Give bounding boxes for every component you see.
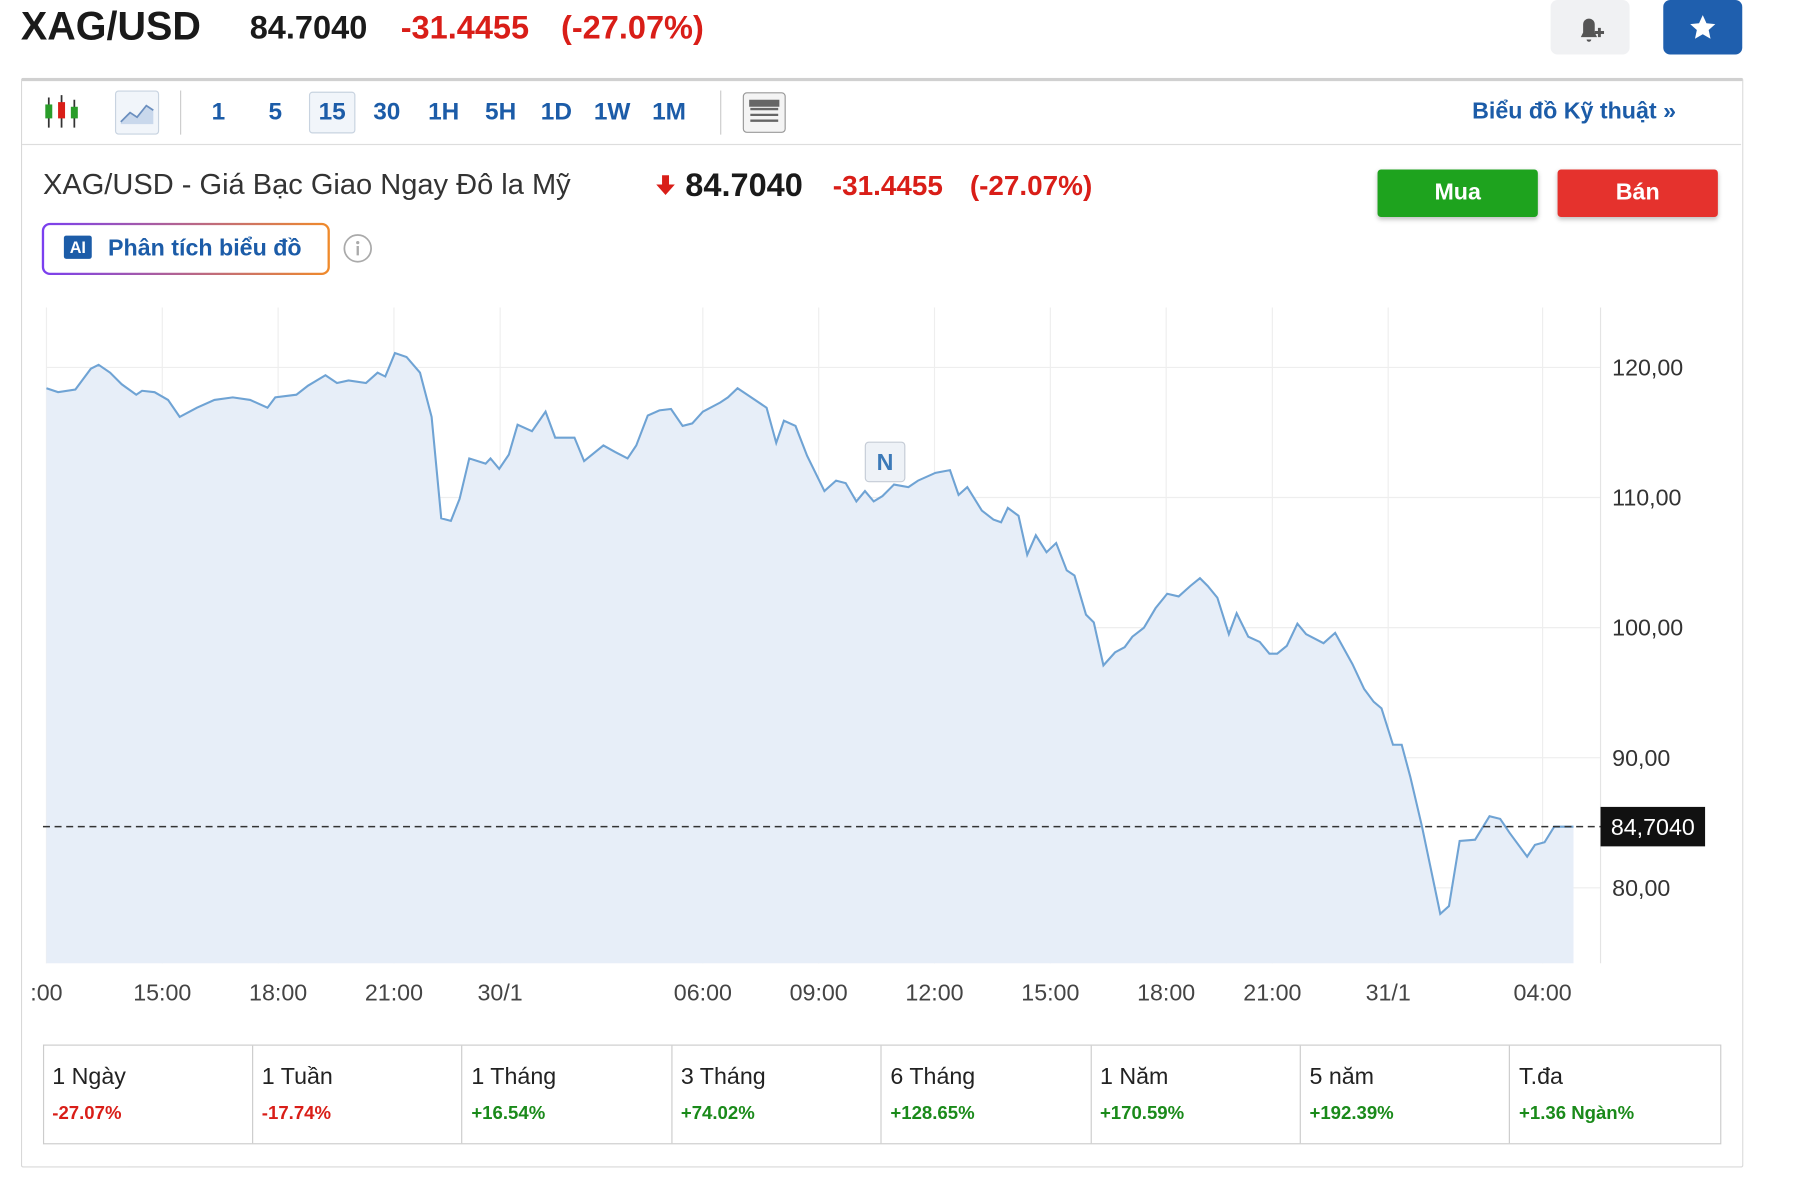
info-icon[interactable]	[343, 233, 373, 263]
x-tick-label: 09:00	[790, 979, 848, 1005]
interval-button[interactable]: 30	[373, 98, 401, 126]
last-price-label: 84,7040	[1611, 814, 1695, 840]
ai-badge: AI	[63, 235, 92, 259]
last-price-box	[1600, 806, 1706, 847]
interval-button[interactable]: 5H	[484, 98, 517, 126]
performance-cell: T.đa +1.36 Ngàn%	[1510, 1046, 1719, 1143]
price: 84.7040	[249, 9, 368, 46]
down-arrow	[656, 175, 675, 195]
change-pct: (-27.07%)	[561, 9, 704, 46]
x-tick-label: 04:00	[1514, 979, 1572, 1005]
period-change: +192.39%	[1309, 1103, 1394, 1124]
period-label: 5 năm	[1309, 1064, 1375, 1090]
interval-button[interactable]: 1D	[540, 98, 572, 126]
candle-icon[interactable]	[42, 93, 81, 132]
ai-analysis-button[interactable]: AI Phân tích biểu đồ	[41, 222, 330, 276]
period-change: -17.74%	[261, 1103, 332, 1124]
star-icon	[1690, 15, 1716, 39]
y-tick-label: 110,00	[1612, 485, 1681, 511]
instrument-name: XAG/USD - Giá Bạc Giao Ngay Đô la Mỹ	[42, 168, 571, 201]
period-change: +1.36 Ngàn%	[1519, 1103, 1635, 1124]
chart-card	[20, 77, 1744, 1168]
news-marker	[864, 441, 906, 483]
performance-cell: 1 Ngày -27.07%	[43, 1045, 254, 1144]
toolbar-divider	[22, 143, 1742, 146]
y-tick-label: 90,00	[1612, 745, 1670, 771]
x-tick-label: 18:00	[249, 979, 307, 1005]
x-tick-label: :00	[30, 979, 62, 1005]
price-area	[46, 353, 1574, 964]
performance-cell: 1 Tháng +16.54%	[462, 1045, 673, 1144]
instrument-change: -31.4455	[832, 170, 943, 202]
x-tick-label: 18:00	[1137, 979, 1195, 1005]
period-label: 1 Tháng	[471, 1064, 557, 1090]
period-change: +128.65%	[890, 1103, 975, 1124]
interval-button[interactable]: 5	[268, 98, 283, 126]
interval-button[interactable]: 1	[211, 98, 226, 126]
watchlist-button[interactable]	[1663, 0, 1743, 55]
x-tick-label: 21:00	[365, 979, 423, 1005]
area-icon	[120, 104, 154, 125]
separator	[720, 90, 722, 135]
interval-button[interactable]: 1H	[428, 98, 460, 126]
area-chart-button[interactable]	[114, 90, 160, 135]
x-tick-label: 06:00	[674, 979, 732, 1005]
instrument-price: 84.7040	[685, 167, 803, 204]
layout-icon[interactable]	[742, 92, 786, 134]
period-label: 1 Tuần	[261, 1064, 333, 1090]
performance-cell: 1 Năm +170.59%	[1091, 1045, 1301, 1144]
bell-icon	[1580, 18, 1605, 42]
change: -31.4455	[400, 9, 530, 46]
interval-button[interactable]: 15	[308, 91, 356, 134]
performance-cell: 5 năm +192.39%	[1300, 1045, 1511, 1144]
period-label: 3 Tháng	[680, 1064, 766, 1090]
period-label: 6 Tháng	[890, 1064, 976, 1090]
technical-chart-link[interactable]: Biểu đồ Kỹ thuật »	[1472, 98, 1677, 125]
period-change: +74.02%	[680, 1103, 755, 1124]
interval-button[interactable]: 1W	[593, 98, 631, 126]
x-tick-label: 30/1	[478, 979, 523, 1005]
buy-button[interactable]: Mua	[1377, 169, 1538, 218]
ai-button-inner: AI Phân tích biểu đồ	[44, 225, 328, 273]
y-tick-label: 80,00	[1612, 875, 1670, 901]
instrument-change-pct: (-27.07%)	[969, 170, 1093, 202]
x-tick-label: 15:00	[1021, 979, 1079, 1005]
sell-button[interactable]: Bán	[1557, 169, 1718, 218]
separator	[180, 90, 182, 135]
interval-button[interactable]: 1M	[652, 98, 686, 126]
period-change: +170.59%	[1099, 1103, 1185, 1124]
performance-cell: 1 Tuần -17.74%	[252, 1045, 463, 1144]
y-tick-label: 120,00	[1612, 355, 1683, 381]
x-tick-label: 21:00	[1243, 979, 1301, 1005]
period-label: T.đa	[1519, 1064, 1563, 1090]
performance-cell: 3 Tháng +74.02%	[672, 1045, 882, 1144]
period-change: -27.07%	[52, 1103, 122, 1124]
ai-button-label: Phân tích biểu đồ	[108, 235, 302, 262]
period-change: +16.54%	[471, 1103, 546, 1124]
performance-table	[42, 1044, 1722, 1145]
news-marker-label: N	[877, 449, 894, 475]
alert-button[interactable]	[1550, 0, 1630, 55]
x-tick-label: 12:00	[905, 979, 963, 1005]
period-label: 1 Ngày	[52, 1064, 126, 1090]
price-line	[46, 351, 1574, 916]
symbol: XAG/USD	[20, 4, 201, 49]
period-label: 1 Năm	[1099, 1064, 1169, 1090]
x-tick-label: 15:00	[133, 979, 191, 1005]
performance-cell: 6 Tháng +128.65%	[881, 1045, 1092, 1144]
x-tick-label: 31/1	[1366, 979, 1411, 1005]
y-tick-label: 100,00	[1612, 615, 1683, 641]
